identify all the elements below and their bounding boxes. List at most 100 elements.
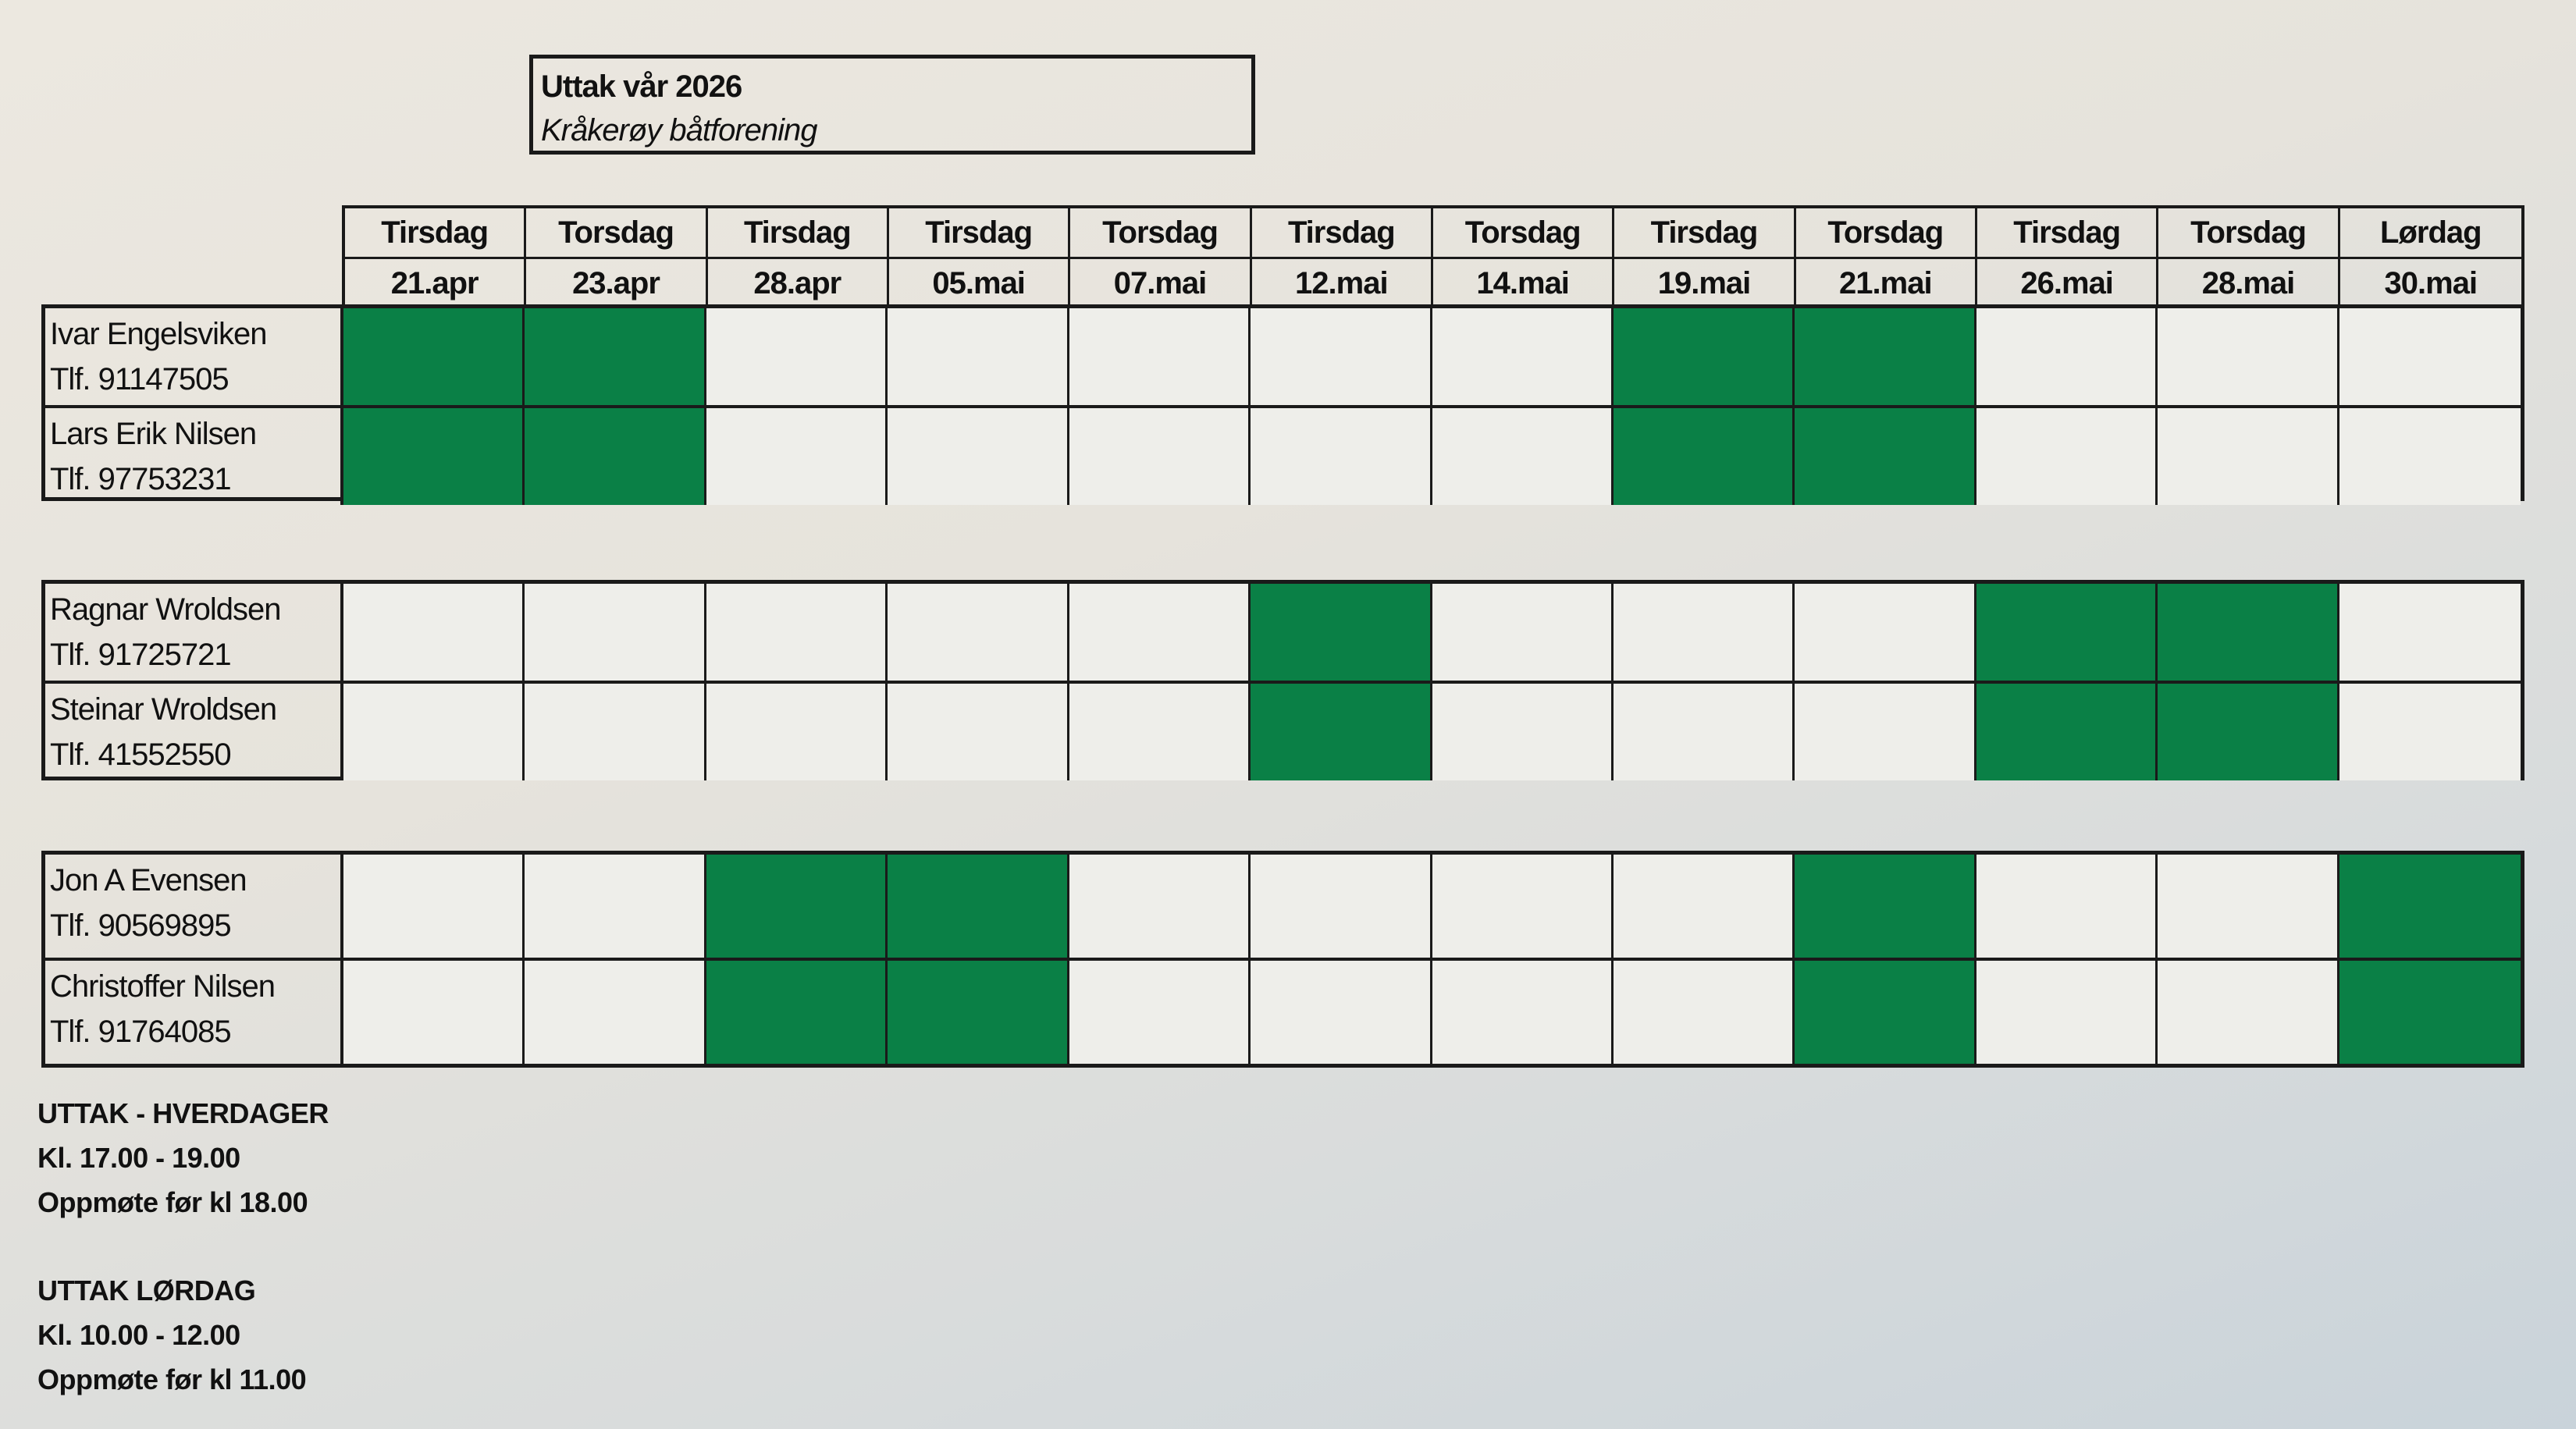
free-slot	[343, 855, 525, 961]
booked-slot	[2339, 961, 2521, 1064]
person-phone: Tlf. 41552550	[50, 738, 232, 772]
free-slot	[1432, 584, 1614, 684]
booked-slot	[706, 961, 888, 1064]
person-info: Jon A Evensen Tlf. 90569895	[45, 855, 343, 961]
booked-slot	[1613, 408, 1795, 505]
person-info: Christoffer Nilsen Tlf. 91764085	[45, 961, 343, 1064]
person-phone: Tlf. 91725721	[50, 638, 232, 672]
header-date: 28.apr	[708, 259, 889, 307]
person-info: Lars Erik Nilsen Tlf. 97753231	[45, 408, 343, 505]
booked-slot	[888, 855, 1069, 961]
header-day: Tirsdag	[345, 208, 527, 259]
free-slot	[1976, 408, 2158, 505]
weekday-arrival: Oppmøte før kl 18.00	[37, 1186, 308, 1218]
header-day: Tirsdag	[707, 208, 889, 259]
person-info: Steinar Wroldsen Tlf. 41552550	[45, 684, 343, 780]
free-slot	[1432, 408, 1614, 505]
free-slot	[1069, 308, 1251, 408]
person-name: Lars Erik Nilsen	[50, 417, 257, 451]
booked-slot	[525, 308, 706, 408]
booking-group: Jon A Evensen Tlf. 90569895 Christoffer Ni…	[41, 851, 2524, 1068]
header-date: 23.apr	[526, 259, 708, 307]
free-slot	[706, 684, 888, 780]
free-slot	[525, 584, 706, 684]
saturday-time: Kl. 10.00 - 12.00	[37, 1319, 240, 1351]
free-slot	[2158, 855, 2339, 961]
person-phone: Tlf. 91147505	[50, 362, 229, 396]
free-slot	[1976, 961, 2158, 1064]
header-date: 12.mai	[1252, 259, 1433, 307]
header-date: 14.mai	[1433, 259, 1615, 307]
booked-slot	[1613, 308, 1795, 408]
header-date: 21.apr	[345, 259, 527, 307]
header-date: 21.mai	[1796, 259, 1977, 307]
free-slot	[1251, 961, 1432, 1064]
free-slot	[1432, 684, 1614, 780]
person-phone: Tlf. 91764085	[50, 1015, 232, 1049]
person-info: Ragnar Wroldsen Tlf. 91725721	[45, 584, 343, 684]
free-slot	[1613, 684, 1795, 780]
booked-slot	[2339, 855, 2521, 961]
free-slot	[706, 584, 888, 684]
free-slot	[525, 961, 706, 1064]
booked-slot	[888, 961, 1069, 1064]
free-slot	[1432, 855, 1614, 961]
free-slot	[2158, 408, 2339, 505]
booked-slot	[1251, 584, 1432, 684]
free-slot	[1976, 308, 2158, 408]
free-slot	[706, 408, 888, 505]
person-name: Steinar Wroldsen	[50, 692, 277, 727]
title-box: Uttak vår 2026 Kråkerøy båtforening	[529, 55, 1255, 155]
date-header: Tirsdag Torsdag Tirsdag Tirsdag Torsdag Tirsd…	[342, 205, 2524, 311]
header-day: Tirsdag	[1251, 208, 1433, 259]
booked-slot	[2158, 684, 2339, 780]
header-day: Tirsdag	[1614, 208, 1796, 259]
free-slot	[1251, 308, 1432, 408]
person-info: Ivar Engelsviken Tlf. 91147505	[45, 308, 343, 408]
free-slot	[1069, 684, 1251, 780]
free-slot	[888, 584, 1069, 684]
booked-slot	[343, 308, 525, 408]
booked-slot	[1251, 684, 1432, 780]
free-slot	[1795, 684, 1976, 780]
free-slot	[1432, 961, 1614, 1064]
header-day: Tirsdag	[1976, 208, 2159, 259]
header-day: Torsdag	[1432, 208, 1615, 259]
header-day: Torsdag	[2158, 208, 2340, 259]
person-name: Ivar Engelsviken	[50, 317, 267, 351]
header-day: Torsdag	[1070, 208, 1252, 259]
free-slot	[525, 855, 706, 961]
free-slot	[2339, 408, 2521, 505]
weekday-heading: UTTAK - HVERDAGER	[37, 1097, 329, 1129]
booked-slot	[1976, 684, 2158, 780]
free-slot	[2339, 684, 2521, 780]
person-name: Ragnar Wroldsen	[50, 592, 282, 627]
free-slot	[1976, 855, 2158, 961]
free-slot	[1613, 961, 1795, 1064]
free-slot	[1251, 855, 1432, 961]
free-slot	[888, 408, 1069, 505]
booked-slot	[1795, 408, 1976, 505]
schedule-title: Uttak vår 2026	[541, 69, 742, 104]
free-slot	[2339, 584, 2521, 684]
header-date: 05.mai	[889, 259, 1071, 307]
free-slot	[1069, 855, 1251, 961]
saturday-notes: UTTAK LØRDAG Kl. 10.00 - 12.00 Oppmøte f…	[37, 1268, 307, 1402]
free-slot	[1069, 408, 1251, 505]
booked-slot	[2158, 584, 2339, 684]
free-slot	[888, 684, 1069, 780]
free-slot	[1251, 408, 1432, 505]
club-name: Kråkerøy båtforening	[541, 113, 818, 148]
header-date: 07.mai	[1070, 259, 1252, 307]
free-slot	[343, 684, 525, 780]
person-name: Jon A Evensen	[50, 863, 247, 898]
free-slot	[525, 684, 706, 780]
free-slot	[1795, 584, 1976, 684]
free-slot	[1069, 961, 1251, 1064]
person-phone: Tlf. 97753231	[50, 462, 232, 496]
booked-slot	[525, 408, 706, 505]
booked-slot	[1795, 855, 1976, 961]
free-slot	[1432, 308, 1614, 408]
booked-slot	[1795, 961, 1976, 1064]
free-slot	[2339, 308, 2521, 408]
